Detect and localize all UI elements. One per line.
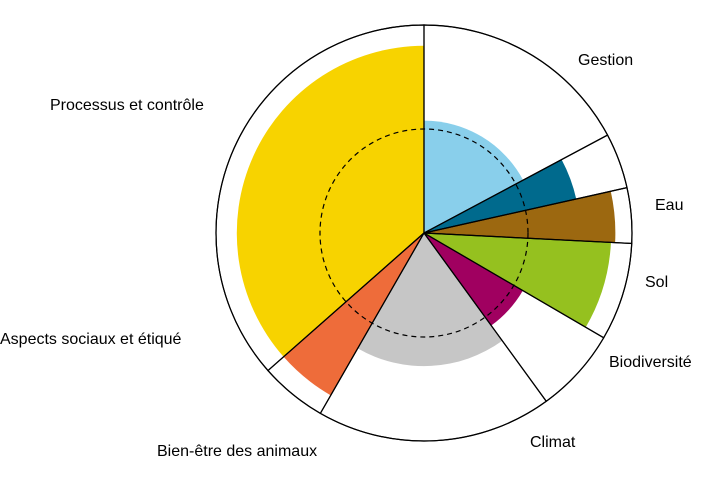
sector-gestion	[424, 120, 524, 233]
outer-ring-group	[215, 24, 633, 442]
sector-sol	[424, 191, 616, 243]
sector-eau	[424, 159, 577, 233]
label-sol: Sol	[645, 274, 668, 291]
label-biodiversite: Biodiversité	[609, 354, 692, 371]
label-eau: Eau	[655, 197, 683, 214]
sector-climat	[424, 233, 523, 326]
sector-aspects-sociaux-et-etique	[283, 233, 424, 396]
label-bien-etre: Bien-être des animaux	[157, 443, 317, 460]
sector-biodiversite	[424, 233, 611, 328]
labels-group: Gestion Eau Sol Biodiversité Climat Bien…	[0, 52, 692, 460]
sectors-group	[236, 45, 616, 396]
sector-processus-et-controle	[236, 45, 424, 357]
label-processus: Processus et contrôle	[50, 97, 204, 114]
outer-ring	[215, 24, 633, 442]
label-gestion: Gestion	[578, 52, 633, 69]
label-climat: Climat	[530, 434, 576, 451]
label-aspects-sociaux: Aspects sociaux et étiqué	[0, 331, 182, 348]
